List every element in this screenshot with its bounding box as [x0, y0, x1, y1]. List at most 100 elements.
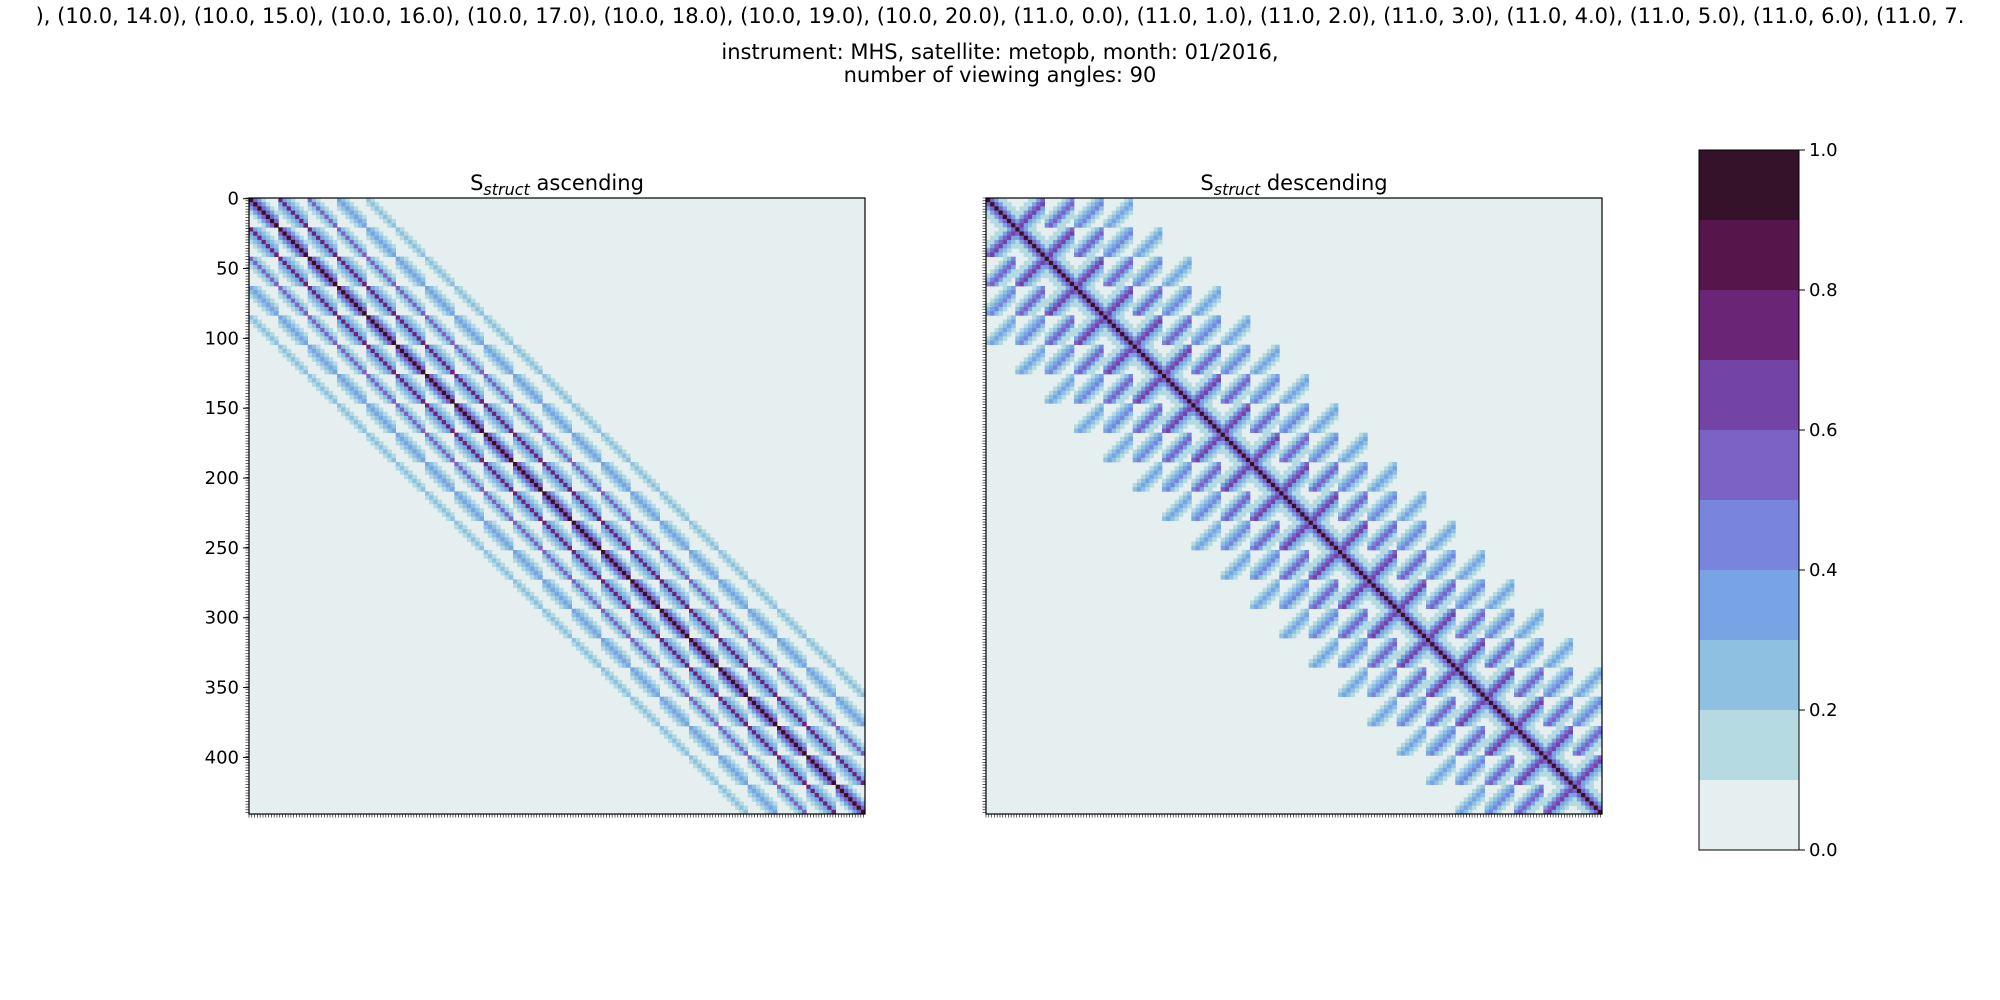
heatmap-cell — [550, 533, 556, 538]
heatmap-cell — [471, 424, 476, 429]
heatmap-cell — [324, 365, 329, 371]
heatmap-cell — [445, 336, 451, 341]
heatmap-cell — [647, 654, 652, 660]
heatmap-cell — [387, 277, 392, 283]
heatmap-cell — [777, 675, 782, 681]
heatmap-cell — [701, 554, 707, 559]
heatmap-cell — [546, 550, 552, 555]
heatmap-cell — [739, 709, 744, 714]
heatmap-cell — [383, 428, 388, 434]
heatmap-cell — [450, 482, 455, 488]
heatmap-cell — [709, 717, 715, 723]
heatmap-cell — [311, 227, 317, 232]
heatmap-cell — [496, 403, 501, 408]
heatmap-cell — [580, 462, 585, 467]
heatmap-cell — [412, 327, 417, 333]
heatmap-cell — [827, 751, 832, 756]
heatmap-cell — [839, 709, 845, 714]
heatmap-cell — [613, 617, 619, 622]
heatmap-cell — [462, 390, 468, 396]
heatmap-cell — [538, 474, 543, 480]
heatmap-cell — [437, 503, 443, 509]
heatmap-cell — [735, 763, 740, 769]
heatmap-cell — [504, 390, 510, 396]
heatmap-cell — [311, 206, 317, 211]
heatmap-cell — [789, 650, 795, 656]
heatmap-cell — [609, 621, 614, 626]
heatmap-cell — [596, 596, 602, 601]
heatmap-cell — [730, 746, 736, 752]
heatmap-cell — [554, 512, 560, 517]
heatmap-cell — [441, 415, 447, 421]
heatmap-cell — [542, 403, 547, 408]
heatmap-cell — [772, 684, 778, 689]
heatmap-cell — [282, 319, 288, 325]
heatmap-cell — [584, 491, 589, 496]
heatmap-cell — [353, 340, 359, 346]
heatmap-cell — [605, 503, 610, 509]
heatmap-cell — [546, 612, 552, 618]
heatmap-cell — [445, 386, 451, 392]
heatmap-cell — [617, 562, 623, 568]
heatmap-cell — [739, 801, 744, 806]
heatmap-cell — [412, 399, 417, 404]
heatmap-cell — [282, 202, 288, 207]
heatmap-cell — [609, 566, 614, 572]
heatmap-cell — [249, 210, 254, 216]
heatmap-cell — [433, 298, 438, 304]
heatmap-cell — [756, 801, 761, 806]
heatmap-cell — [735, 671, 740, 677]
heatmap-cell — [433, 374, 438, 379]
heatmap-cell — [818, 746, 824, 752]
heatmap-cell — [772, 746, 778, 752]
heatmap-cell — [416, 298, 422, 304]
heatmap-cell — [533, 508, 539, 513]
heatmap-cell — [588, 596, 593, 601]
heatmap-cell — [324, 265, 329, 270]
heatmap-cell — [647, 658, 652, 664]
heatmap-cell — [328, 399, 334, 404]
heatmap-cell — [626, 570, 631, 576]
heatmap-cell — [441, 399, 447, 404]
heatmap-cell — [651, 512, 656, 517]
heatmap-cell — [521, 378, 526, 383]
heatmap-cell — [760, 776, 765, 781]
heatmap-cell — [324, 361, 329, 366]
heatmap-cell — [676, 709, 681, 714]
heatmap-cell — [676, 541, 681, 547]
heatmap-cell — [848, 679, 853, 685]
heatmap-cell — [416, 457, 422, 463]
heatmap-cell — [638, 554, 644, 559]
heatmap-cell — [835, 667, 841, 672]
heatmap-cell — [747, 734, 753, 739]
heatmap-cell — [672, 734, 677, 739]
heatmap-cell — [383, 244, 388, 249]
heatmap-cell — [839, 738, 845, 744]
heatmap-cell — [714, 545, 719, 551]
heatmap-cell — [756, 671, 761, 677]
heatmap-cell — [663, 696, 669, 702]
heatmap-cell — [655, 663, 661, 668]
heatmap-cell — [517, 550, 522, 555]
heatmap-cell — [705, 633, 711, 639]
heatmap-cell — [856, 684, 862, 689]
heatmap-cell — [848, 705, 853, 710]
heatmap-cell — [689, 646, 694, 651]
heatmap-cell — [269, 340, 275, 346]
heatmap-cell — [697, 612, 702, 618]
heatmap-cell — [705, 612, 711, 618]
heatmap-cell — [844, 671, 849, 677]
heatmap-cell — [668, 550, 673, 555]
heatmap-cell — [810, 646, 816, 651]
heatmap-cell — [261, 302, 267, 308]
heatmap-cell — [378, 323, 384, 329]
heatmap-cell — [525, 449, 531, 454]
heatmap-cell — [592, 503, 598, 509]
heatmap-cell — [374, 269, 380, 274]
heatmap-cell — [823, 776, 828, 781]
heatmap-cell — [797, 633, 803, 639]
heatmap-cell — [471, 390, 476, 396]
heatmap-cell — [357, 298, 363, 304]
heatmap-cell — [823, 730, 828, 735]
heatmap-cell — [588, 499, 593, 505]
